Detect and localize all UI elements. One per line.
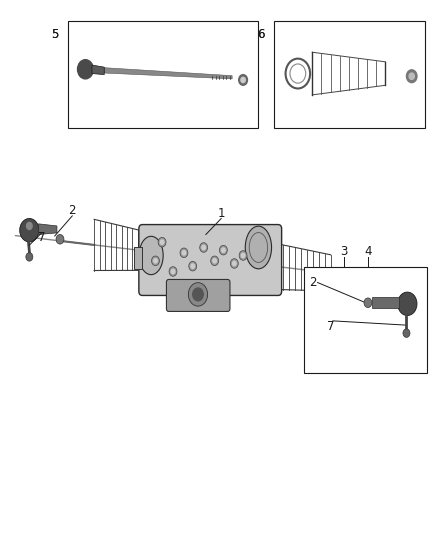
Circle shape — [233, 261, 236, 265]
Circle shape — [241, 253, 245, 257]
Polygon shape — [348, 279, 367, 289]
Bar — [274, 21, 425, 128]
Text: 7: 7 — [38, 231, 46, 244]
Circle shape — [189, 261, 197, 271]
Circle shape — [193, 288, 203, 301]
Circle shape — [26, 253, 33, 261]
Circle shape — [398, 292, 417, 316]
Circle shape — [182, 251, 186, 255]
Circle shape — [367, 273, 386, 297]
Text: 2: 2 — [309, 276, 317, 289]
Bar — [68, 21, 258, 128]
Text: 6: 6 — [257, 28, 265, 41]
Circle shape — [219, 245, 227, 255]
Circle shape — [406, 70, 417, 83]
Circle shape — [241, 77, 245, 83]
Circle shape — [364, 298, 372, 308]
Polygon shape — [134, 247, 142, 269]
FancyBboxPatch shape — [139, 224, 282, 295]
Text: 2: 2 — [68, 204, 76, 217]
Polygon shape — [39, 224, 57, 235]
Circle shape — [169, 266, 177, 276]
Text: 1: 1 — [217, 207, 225, 220]
Text: 7: 7 — [327, 320, 335, 333]
Text: 5: 5 — [51, 28, 58, 41]
Circle shape — [188, 282, 208, 306]
Circle shape — [211, 256, 219, 265]
Text: 6: 6 — [257, 28, 265, 41]
Circle shape — [191, 264, 194, 268]
Circle shape — [78, 60, 93, 79]
Circle shape — [222, 248, 225, 252]
Circle shape — [239, 251, 247, 260]
Circle shape — [403, 329, 410, 337]
Circle shape — [374, 308, 381, 316]
Circle shape — [20, 219, 39, 242]
Text: 3: 3 — [340, 245, 347, 258]
Circle shape — [180, 248, 188, 257]
Polygon shape — [104, 68, 232, 79]
Circle shape — [239, 75, 247, 85]
Circle shape — [160, 240, 164, 244]
Ellipse shape — [139, 236, 163, 274]
Circle shape — [152, 256, 159, 265]
Circle shape — [341, 271, 349, 280]
Circle shape — [26, 222, 33, 230]
Ellipse shape — [245, 226, 272, 269]
Circle shape — [154, 259, 157, 263]
Bar — [304, 266, 427, 373]
Circle shape — [213, 259, 216, 263]
FancyBboxPatch shape — [166, 279, 230, 311]
Circle shape — [202, 245, 205, 249]
Text: 5: 5 — [51, 28, 58, 41]
Circle shape — [56, 235, 64, 244]
Circle shape — [230, 259, 238, 268]
Circle shape — [409, 73, 414, 79]
Circle shape — [158, 237, 166, 247]
Circle shape — [171, 269, 175, 273]
Polygon shape — [372, 297, 399, 308]
Circle shape — [373, 277, 380, 285]
Circle shape — [200, 243, 208, 252]
Text: 4: 4 — [364, 245, 372, 258]
Polygon shape — [92, 65, 104, 75]
